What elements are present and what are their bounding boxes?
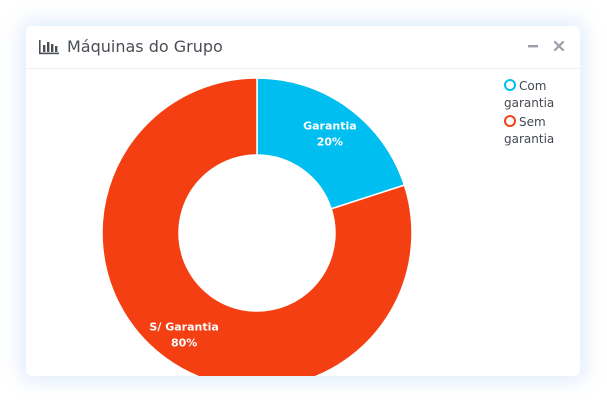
donut-slice-1[interactable] — [101, 77, 413, 376]
widget-card: Máquinas do Grupo Garantia 20% S/ Garantia… — [26, 26, 580, 376]
legend-item-0[interactable]: Com garantia — [504, 78, 574, 112]
widget-title: Máquinas do Grupo — [67, 37, 223, 56]
slice-label-1: S/ Garantia — [149, 320, 218, 333]
slice-label-0: Garantia — [303, 120, 357, 133]
chart-legend: Com garantia Sem garantia — [504, 78, 574, 150]
slice-value-label-1: 80% — [171, 336, 197, 349]
minimize-icon[interactable] — [525, 38, 541, 54]
slice-value-label-0: 20% — [317, 136, 343, 149]
legend-marker-icon — [504, 79, 516, 91]
donut-slice-0[interactable] — [256, 77, 406, 210]
close-icon[interactable] — [551, 38, 567, 54]
legend-label: Com garantia — [504, 79, 555, 110]
widget-header: Máquinas do Grupo — [26, 26, 580, 69]
donut-chart: Garantia 20% S/ Garantia 80% — [101, 77, 413, 376]
legend-label: Sem garantia — [504, 115, 555, 146]
legend-marker-icon — [504, 115, 516, 127]
legend-item-1[interactable]: Sem garantia — [504, 114, 574, 148]
bar-chart-icon — [39, 40, 59, 55]
